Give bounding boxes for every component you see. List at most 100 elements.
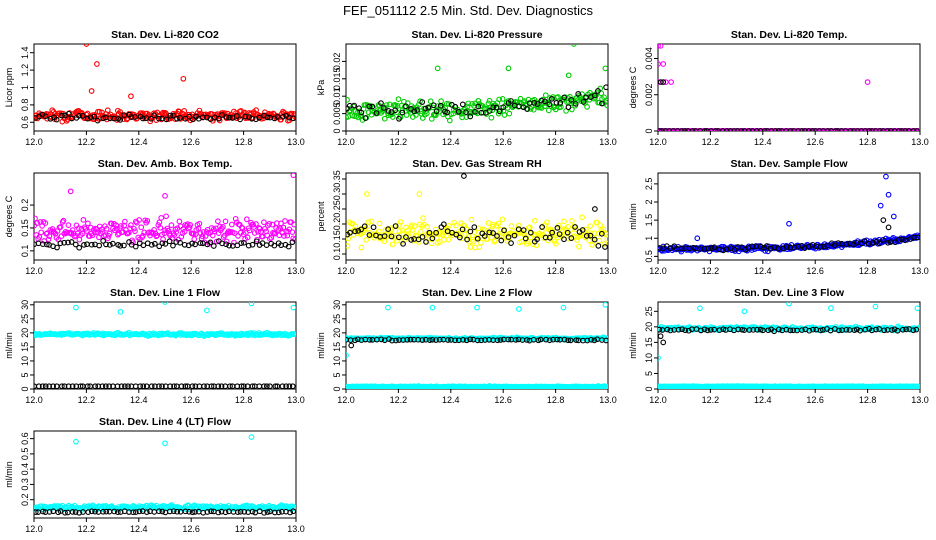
data-point <box>192 509 198 515</box>
data-point <box>598 230 605 237</box>
y-tick-label: 25 <box>20 314 30 324</box>
data-point <box>157 224 164 231</box>
panel-8: Stan. Dev. Line 2 Flow 12.0 12.2 12.4 12.6 12… <box>316 287 617 405</box>
data-point <box>375 228 382 235</box>
data-point <box>392 107 399 114</box>
y-tick-label: 0.15 <box>20 219 30 237</box>
panel-10: Stan. Dev. Line 4 (LT) Flow 12.0 12.2 12.4 1… <box>4 416 305 534</box>
data-point <box>189 383 196 389</box>
data-point <box>196 220 203 227</box>
data-point <box>857 327 863 334</box>
data-point <box>208 111 215 117</box>
x-tick-label: 12.4 <box>442 395 460 405</box>
data-point <box>395 96 402 102</box>
data-point <box>147 118 154 125</box>
data-point <box>602 244 608 250</box>
data-point <box>549 95 555 102</box>
y-tick-label: 10 <box>20 356 30 366</box>
data-point <box>900 326 906 333</box>
data-point <box>565 104 572 111</box>
data-point <box>824 128 831 131</box>
data-point <box>68 239 75 245</box>
data-point <box>346 105 350 112</box>
data-point <box>222 218 229 225</box>
data-point <box>419 99 426 105</box>
data-point <box>601 241 608 247</box>
data-point <box>373 110 380 116</box>
data-point <box>698 327 704 334</box>
data-point <box>178 233 185 240</box>
x-tick-label: 12.0 <box>649 137 667 147</box>
data-point <box>658 79 664 85</box>
data-point <box>416 191 423 197</box>
data-point <box>137 383 144 389</box>
data-point <box>168 222 175 228</box>
data-point <box>580 99 587 105</box>
data-point <box>170 242 176 249</box>
data-point <box>467 113 474 120</box>
data-point <box>429 235 436 242</box>
data-point <box>286 383 293 389</box>
data-point <box>396 234 402 241</box>
data-point <box>418 228 424 235</box>
data-point <box>132 509 139 515</box>
data-point <box>481 233 488 239</box>
data-point <box>464 236 470 243</box>
data-point <box>731 128 737 131</box>
data-point <box>682 327 689 334</box>
data-point <box>567 337 574 344</box>
data-point <box>591 337 598 344</box>
data-points <box>346 44 608 124</box>
data-point <box>241 508 248 515</box>
data-point <box>84 383 91 389</box>
data-point <box>694 235 701 242</box>
data-point <box>419 337 426 343</box>
data-point <box>143 509 150 515</box>
data-point <box>896 237 902 243</box>
data-point <box>572 224 578 230</box>
data-point <box>820 243 827 250</box>
data-point <box>432 226 439 233</box>
data-point <box>786 302 792 307</box>
x-tick-label: 12.2 <box>702 395 720 405</box>
data-point <box>508 240 514 246</box>
data-point <box>832 128 839 131</box>
data-point <box>588 336 594 343</box>
data-point <box>167 383 174 389</box>
data-point <box>675 326 682 333</box>
data-point <box>561 236 567 243</box>
data-point <box>604 383 608 389</box>
data-point <box>429 304 436 311</box>
x-tick-label: 12.0 <box>25 524 43 534</box>
data-point <box>546 337 553 344</box>
data-point <box>602 302 608 308</box>
data-point <box>396 228 403 234</box>
data-point <box>274 383 281 389</box>
data-point <box>79 230 86 237</box>
data-point <box>885 191 892 198</box>
data-point <box>376 220 383 227</box>
data-point <box>226 114 233 121</box>
data-point <box>463 337 470 344</box>
data-point <box>403 234 409 241</box>
data-point <box>280 224 287 231</box>
y-tick-label: 0.2 <box>20 199 30 212</box>
data-point <box>92 508 98 515</box>
data-point <box>474 304 480 311</box>
data-point <box>544 219 550 226</box>
data-point <box>873 239 880 245</box>
data-point <box>123 116 130 123</box>
data-point <box>256 383 263 389</box>
plot-frame <box>657 172 921 261</box>
y-tick-label: 5 <box>332 372 342 377</box>
data-point <box>364 223 371 230</box>
data-point <box>885 239 891 246</box>
y-tick-label: 2 <box>644 199 654 204</box>
data-point <box>62 509 68 516</box>
data-point <box>96 108 103 115</box>
data-point <box>463 109 469 115</box>
data-point <box>701 326 708 333</box>
data-point <box>404 336 411 343</box>
data-point <box>501 227 507 234</box>
data-point <box>846 240 853 247</box>
